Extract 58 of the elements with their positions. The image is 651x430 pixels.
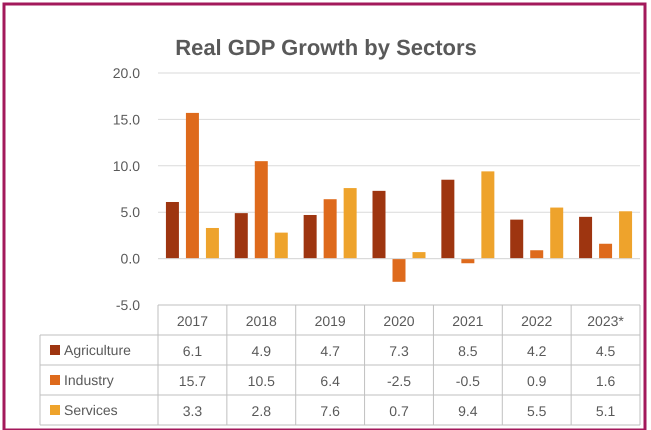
data-label: 4.5 bbox=[596, 343, 616, 359]
data-label: 4.7 bbox=[320, 343, 340, 359]
bar bbox=[441, 180, 454, 259]
x-tick-label: 2023* bbox=[587, 313, 624, 329]
y-tick-label: 20.0 bbox=[112, 65, 140, 81]
legend-label: Services bbox=[64, 402, 118, 418]
data-label: 0.7 bbox=[389, 403, 409, 419]
legend-label: Agriculture bbox=[64, 342, 132, 358]
bar bbox=[530, 250, 544, 259]
data-label: 6.1 bbox=[182, 343, 202, 359]
data-label: 6.4 bbox=[320, 373, 340, 389]
bar bbox=[510, 220, 524, 259]
y-tick-label: 5.0 bbox=[120, 204, 140, 220]
bar bbox=[304, 214, 317, 259]
bar bbox=[274, 232, 288, 259]
data-label: 4.9 bbox=[252, 343, 272, 359]
data-label: 2.8 bbox=[252, 403, 272, 419]
bar bbox=[412, 252, 426, 259]
y-tick-label: 0.0 bbox=[120, 250, 140, 267]
data-label: 7.3 bbox=[389, 343, 409, 359]
data-label: -2.5 bbox=[386, 373, 412, 389]
data-label: 15.7 bbox=[178, 373, 206, 389]
bar bbox=[166, 202, 179, 259]
data-label: 1.6 bbox=[596, 373, 616, 389]
bar bbox=[324, 199, 337, 259]
bar bbox=[599, 244, 612, 259]
data-label: 3.3 bbox=[182, 403, 202, 419]
x-tick-label: 2021 bbox=[452, 313, 484, 329]
data-label: -0.5 bbox=[456, 373, 480, 389]
x-tick-label: 2020 bbox=[383, 313, 415, 329]
y-tick-label: 15.0 bbox=[112, 111, 140, 128]
bar bbox=[186, 112, 199, 259]
bar bbox=[344, 188, 357, 259]
x-tick-label: 2018 bbox=[246, 313, 278, 329]
bar bbox=[372, 190, 386, 259]
x-tick-label: 2017 bbox=[176, 313, 208, 329]
data-label: 4.2 bbox=[526, 343, 547, 359]
y-tick-label: -5.0 bbox=[116, 297, 140, 313]
bar bbox=[234, 213, 248, 259]
data-label: 10.5 bbox=[248, 373, 276, 389]
bar bbox=[206, 228, 219, 259]
legend-label: Industry bbox=[64, 372, 114, 388]
x-tick-label: 2019 bbox=[314, 313, 346, 329]
data-label: 9.4 bbox=[458, 403, 478, 419]
data-label: 0.9 bbox=[526, 373, 547, 389]
y-tick-label: 10.0 bbox=[112, 158, 140, 174]
bar bbox=[619, 211, 632, 259]
data-label: 5.1 bbox=[596, 403, 616, 419]
bar bbox=[254, 161, 268, 259]
bar bbox=[579, 216, 592, 259]
chart-title: Real GDP Growth by Sectors bbox=[175, 35, 477, 60]
bar bbox=[481, 171, 494, 259]
data-label: 5.5 bbox=[526, 403, 547, 419]
bar bbox=[392, 258, 406, 282]
data-label: 7.6 bbox=[320, 403, 340, 419]
data-label: 8.5 bbox=[458, 343, 478, 359]
bar bbox=[550, 208, 564, 259]
x-tick-label: 2022 bbox=[521, 313, 552, 329]
